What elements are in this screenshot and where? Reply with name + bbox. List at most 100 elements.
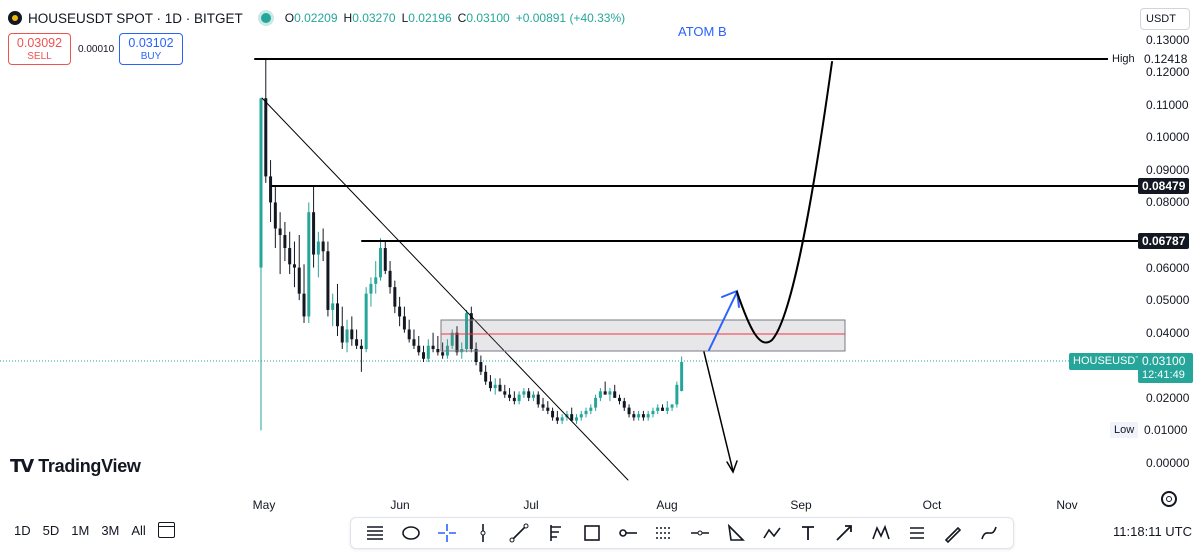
utc-clock[interactable]: 11:18:11 UTC: [1113, 524, 1193, 539]
horizontal-ray-icon[interactable]: [615, 520, 641, 546]
candle-body: [670, 404, 674, 408]
candle-body: [646, 414, 650, 418]
candle-body: [359, 345, 363, 350]
candle-body: [402, 316, 406, 330]
candle-body: [259, 98, 263, 268]
candle-body: [436, 349, 440, 353]
arrow-icon[interactable]: [831, 520, 857, 546]
brush-icon[interactable]: [940, 520, 966, 546]
time-axis-tick: Sep: [790, 498, 812, 512]
time-axis-tick: Jul: [523, 498, 539, 512]
projection-up-arrow: [708, 291, 738, 351]
candle-body: [512, 397, 516, 402]
goto-date-icon[interactable]: [158, 522, 175, 538]
candle-body: [278, 228, 282, 236]
ellipse-icon[interactable]: [398, 520, 424, 546]
market-status-icon: [260, 13, 271, 23]
candle-body: [488, 381, 492, 389]
ohlc-high-key: H: [343, 11, 353, 25]
candle-body: [661, 407, 665, 411]
horizontal-line-icon[interactable]: [687, 520, 713, 546]
range-1m[interactable]: 1M: [71, 523, 90, 538]
projection-down-arrowhead: [726, 460, 738, 474]
drawing-toolbar: [350, 517, 1014, 549]
currency-selector[interactable]: USDT: [1140, 8, 1190, 30]
text-icon[interactable]: [795, 520, 821, 546]
price-axis-tick: 0.05000: [1146, 293, 1190, 308]
bar-countdown: 12:41:49: [1142, 369, 1185, 381]
candle-body: [326, 251, 330, 310]
curve-icon[interactable]: [976, 520, 1002, 546]
pattern-icon[interactable]: [868, 520, 894, 546]
chart-annotation-title: ATOM B: [678, 24, 727, 39]
path-icon[interactable]: [759, 520, 785, 546]
candle-body: [379, 248, 382, 278]
supply-zone: [440, 319, 846, 352]
candle-body: [422, 352, 426, 359]
candle-body: [292, 264, 296, 268]
last-price-tag: 0.03100 12:41:49: [1138, 353, 1193, 383]
trendline-icon[interactable]: [506, 520, 532, 546]
lines-icon[interactable]: [362, 520, 388, 546]
candle-body: [335, 303, 339, 327]
price-axis-tick: 0.08000: [1146, 195, 1190, 210]
buy-price: 0.03102: [128, 36, 174, 50]
candle-body: [355, 339, 359, 346]
candle-body: [589, 407, 593, 411]
price-axis-tick: 0.10000: [1146, 130, 1190, 145]
candle-body: [474, 349, 478, 363]
vertical-line-icon[interactable]: [470, 520, 496, 546]
candle-body: [297, 267, 301, 294]
rectangle-icon[interactable]: [579, 520, 605, 546]
symbol-title[interactable]: HOUSEUSDT SPOT · 1D · BITGET: [28, 10, 243, 26]
ohlc-close-key: C: [457, 11, 467, 25]
date-range-icon[interactable]: [651, 520, 677, 546]
projection-down-arrow: [703, 351, 734, 472]
candle-body: [465, 313, 469, 350]
ohlc-low-value: 0.02196: [408, 11, 452, 25]
axis-settings-icon[interactable]: [1161, 491, 1177, 507]
ohlc-open-key: O: [284, 11, 295, 25]
candle-body: [594, 397, 598, 408]
sell-price: 0.03092: [16, 36, 63, 50]
fib-icon[interactable]: [543, 520, 569, 546]
candle-body: [527, 391, 531, 398]
candle-body: [555, 417, 559, 421]
spread-value: 0.00010: [78, 44, 115, 55]
candle-body: [316, 241, 320, 255]
buy-button[interactable]: 0.03102 BUY: [119, 33, 183, 65]
candle-body: [288, 248, 292, 265]
long-short-icon[interactable]: [904, 520, 930, 546]
range-5d[interactable]: 5D: [42, 523, 60, 538]
candle-body: [637, 414, 641, 418]
candle-body: [574, 417, 578, 421]
candle-body: [579, 414, 583, 418]
range-1d[interactable]: 1D: [14, 523, 31, 538]
candle-body: [493, 384, 497, 389]
candle-body: [407, 329, 411, 340]
candle-body: [283, 235, 287, 249]
candle-body: [622, 401, 626, 408]
range-3m[interactable]: 3M: [101, 523, 120, 538]
ohlc-readout: O0.02209 H0.03270 L0.02196 C0.03100 +0.0…: [285, 11, 625, 25]
candle-body: [269, 176, 273, 203]
candle-body: [273, 202, 277, 229]
candle-body: [536, 394, 540, 405]
candle-body: [531, 394, 535, 398]
candle-body: [608, 391, 612, 395]
candle-body: [388, 270, 392, 288]
candle-body: [398, 306, 402, 317]
downtrend-line: [261, 97, 629, 481]
sell-button[interactable]: 0.03092 SELL: [8, 33, 71, 65]
candle-body: [340, 326, 344, 343]
candle-body: [508, 394, 512, 398]
buy-label: BUY: [140, 51, 162, 62]
time-axis-tick: Jun: [390, 498, 410, 512]
ohlc-open-value: 0.02209: [294, 11, 338, 25]
crosshair-icon[interactable]: [434, 520, 460, 546]
triangle-icon[interactable]: [723, 520, 749, 546]
range-all[interactable]: All: [131, 523, 146, 538]
candle-body: [479, 362, 483, 372]
symbol-price-tag: HOUSEUSDT: [1069, 353, 1147, 370]
